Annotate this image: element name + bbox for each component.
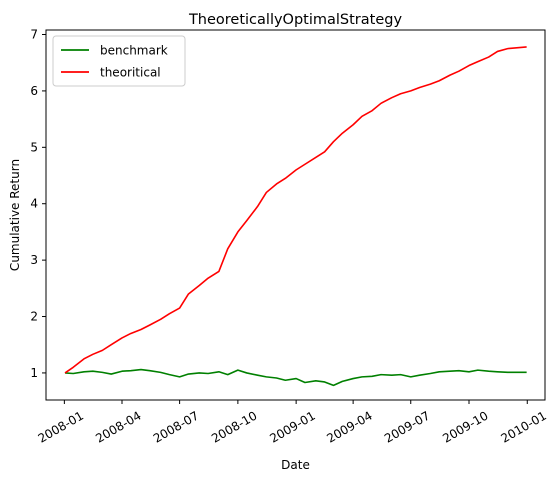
y-tick-label: 7: [30, 28, 38, 42]
y-axis: 1 2 3 4 5 6 7: [30, 28, 46, 380]
legend: benchmark theoritical: [52, 35, 186, 87]
y-axis-title: Cumulative Return: [8, 159, 22, 271]
y-tick-label: 5: [30, 140, 38, 154]
series-line-benchmark: [64, 368, 527, 387]
legend-label-benchmark: benchmark: [100, 44, 168, 58]
y-tick-label: 4: [30, 197, 38, 211]
y-tick-label: 6: [30, 84, 38, 98]
legend-box: [52, 35, 186, 87]
y-tick-label: 2: [30, 310, 38, 324]
plot-frame: [45, 29, 546, 401]
chart-title: TheoreticallyOptimalStrategy: [188, 12, 403, 28]
plot-lines: [64, 46, 527, 387]
series-line-theoritical: [64, 46, 527, 374]
legend-label-theoritical: theoritical: [100, 66, 161, 80]
y-tick-label: 1: [30, 366, 38, 380]
y-tick-label: 3: [30, 253, 38, 267]
x-axis-title: Date: [281, 458, 310, 472]
